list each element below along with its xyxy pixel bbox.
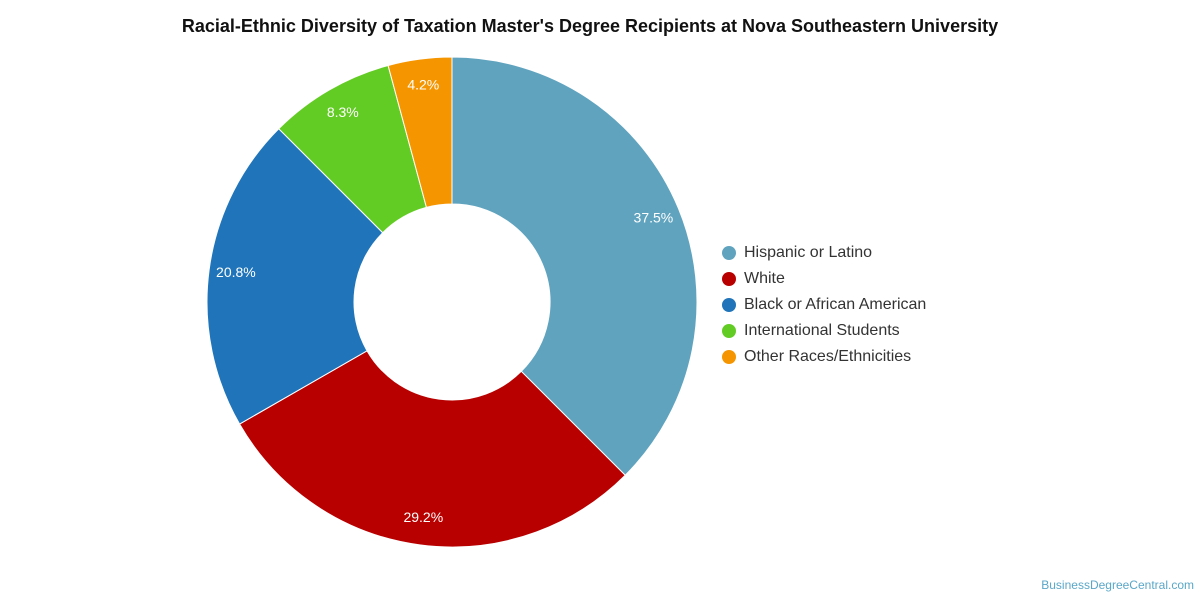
legend-label-white: White (744, 270, 785, 287)
legend-swatch-black-or-african-american (722, 298, 736, 312)
slice-label-international-students: 8.3% (327, 104, 359, 120)
chart-legend: Hispanic or Latino White Black or African … (722, 240, 926, 370)
slice-group (206, 56, 698, 548)
legend-item-white: White (722, 266, 926, 292)
legend-item-black-or-african-american: Black or African American (722, 292, 926, 318)
slice-black-or-african-american (206, 128, 384, 425)
legend-swatch-international-students (722, 324, 736, 338)
slice-label-black-or-african-american: 20.8% (216, 264, 256, 280)
slice-label-hispanic-or-latino: 37.5% (634, 209, 674, 225)
legend-label-other-races-ethnicities: Other Races/Ethnicities (744, 348, 912, 365)
legend-swatch-other-races-ethnicities (722, 350, 736, 364)
legend-label-international-students: International Students (744, 322, 900, 339)
legend-label-hispanic-or-latino: Hispanic or Latino (744, 244, 873, 261)
legend-label-black-or-african-american: Black or African American (744, 296, 927, 313)
chart-title: Racial-Ethnic Diversity of Taxation Mast… (181, 16, 999, 36)
legend-item-hispanic-or-latino: Hispanic or Latino (722, 240, 926, 266)
slice-label-other-races-ethnicities: 4.2% (407, 77, 439, 93)
legend-item-international-students: International Students (722, 318, 926, 344)
slice-label-group: 37.5% 29.2% 20.8% 8.3% 4.2% (216, 77, 673, 525)
slice-label-white: 29.2% (403, 509, 443, 525)
watermark: BusinessDegreeCentral.com (1041, 578, 1194, 592)
legend-swatch-hispanic-or-latino (722, 246, 736, 260)
legend-item-other-races-ethnicities: Other Races/Ethnicities (722, 344, 926, 370)
slice-other-races-ethnicities (387, 56, 453, 209)
slice-hispanic-or-latino (451, 56, 698, 476)
slice-white (238, 350, 626, 548)
legend-swatch-white (722, 272, 736, 286)
